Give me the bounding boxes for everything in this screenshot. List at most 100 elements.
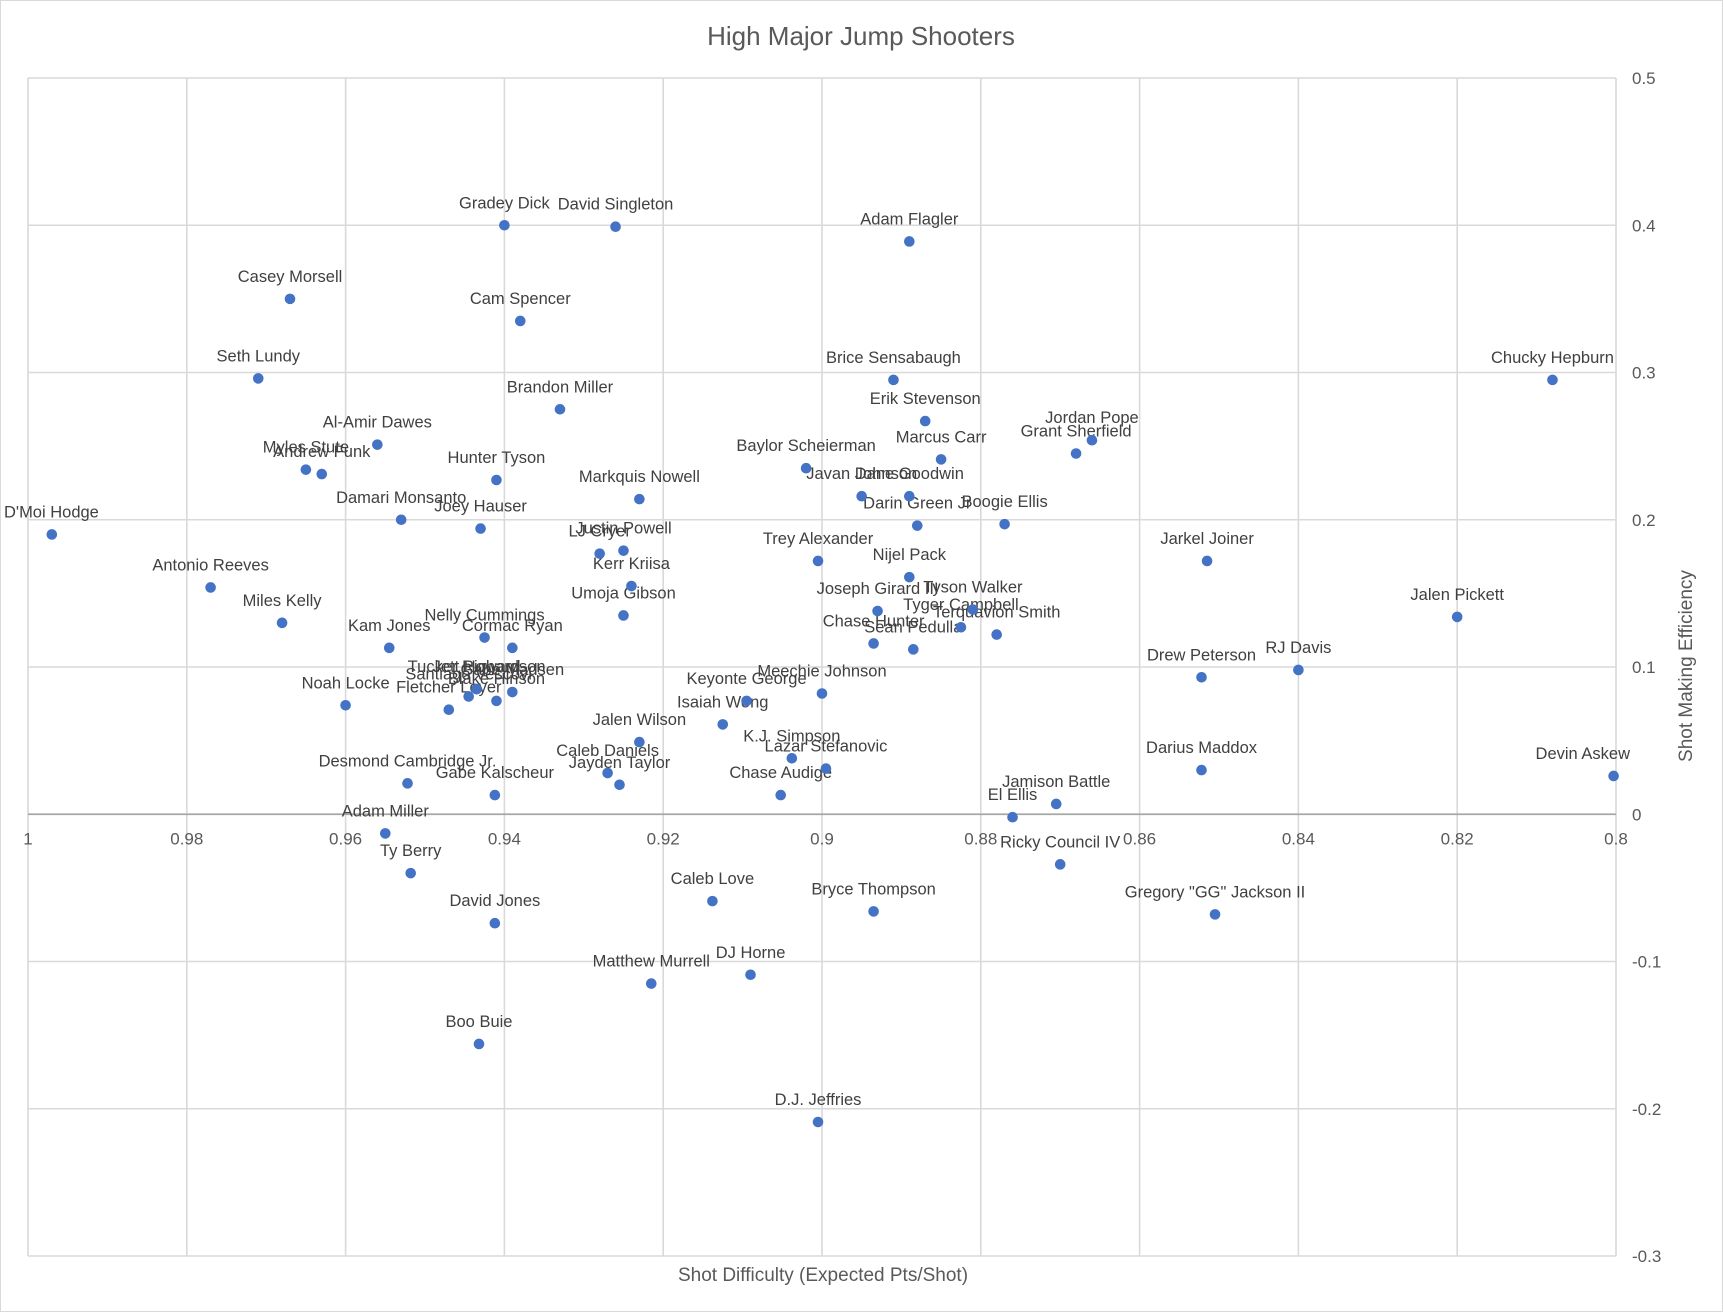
data-label: Jordan Pope <box>1045 409 1139 427</box>
data-point <box>626 580 637 592</box>
data-label: Terquavion Smith <box>933 604 1060 622</box>
data-point <box>340 699 351 711</box>
data-point <box>1608 770 1619 782</box>
data-point <box>955 621 967 633</box>
data-label: David Singleton <box>558 196 674 214</box>
data-point <box>645 978 657 989</box>
x-tick-label: 1 <box>23 829 32 848</box>
data-point <box>707 895 718 907</box>
data-label: Nijel Pack <box>873 546 947 564</box>
data-label: Andrew Funk <box>273 443 371 461</box>
data-point <box>402 778 413 789</box>
data-point <box>443 704 455 716</box>
data-label: Al-Amir Dawes <box>323 414 432 432</box>
y-tick-label: -0.2 <box>1632 1100 1661 1119</box>
data-point <box>491 695 502 707</box>
data-label: Jarkel Joiner <box>1160 530 1254 548</box>
x-tick-label: 0.82 <box>1441 829 1474 848</box>
data-label: Darin Green Jr <box>863 495 972 513</box>
data-point <box>300 464 312 475</box>
data-point <box>46 529 58 540</box>
data-label: Caleb Love <box>671 870 754 888</box>
data-point <box>507 686 518 698</box>
data-label: Sean Pedulla <box>864 618 963 636</box>
data-label: Tyger Campbell <box>903 596 1019 614</box>
data-label: Baylor Scheierman <box>736 437 875 455</box>
data-label: Seth Lundy <box>217 347 301 365</box>
data-label: Chase Hunter <box>823 612 925 630</box>
data-label: Gabe Kalscheur <box>436 764 555 782</box>
data-point <box>991 629 1002 640</box>
data-label: Chucky Hepburn <box>1491 349 1614 367</box>
data-label: Miles Kelly <box>243 592 323 610</box>
data-label: Ricky Council IV <box>1000 833 1120 851</box>
data-point <box>1201 555 1213 567</box>
data-label: Isaiah Wong <box>677 693 768 711</box>
y-tick-label: -0.1 <box>1632 953 1661 972</box>
x-tick-label: 0.98 <box>170 829 203 848</box>
data-point <box>471 683 482 695</box>
data-point <box>489 917 501 929</box>
data-label: El Ellis <box>988 786 1038 804</box>
data-label: Desmond Cambridge Jr. <box>319 752 497 770</box>
data-point <box>316 468 328 480</box>
data-label: Adam Flagler <box>860 210 959 228</box>
data-point <box>856 490 867 502</box>
data-point <box>1451 611 1463 623</box>
data-label: Jayden Taylor <box>569 754 671 772</box>
data-point <box>872 605 883 617</box>
data-label: Caleb Daniels <box>556 742 659 760</box>
data-label: Boo Buie <box>446 1013 513 1031</box>
data-point <box>514 315 526 327</box>
data-label: Tucker Richardson <box>408 658 546 676</box>
data-label: Joseph Girard III <box>817 580 939 598</box>
data-label: K.J. Simpson <box>743 727 840 745</box>
data-point <box>786 752 798 764</box>
data-point <box>1050 798 1062 810</box>
data-point <box>935 454 947 465</box>
data-label: Jett Howard <box>433 658 521 676</box>
data-label: Gregory "GG" Jackson II <box>1125 883 1305 901</box>
data-label: Nelly Cummings <box>424 607 544 625</box>
y-tick-label: 0.2 <box>1632 511 1656 530</box>
x-tick-label: 0.8 <box>1604 829 1628 848</box>
data-label: Cormac Ryan <box>462 617 563 635</box>
data-point <box>252 373 264 384</box>
data-point <box>475 523 486 534</box>
data-label: Meechie Johnson <box>757 663 886 681</box>
y-tick-label: 0.5 <box>1632 69 1656 88</box>
y-axis-title: Shot Making Efficiency <box>1676 570 1697 762</box>
data-label: Jalen Wilson <box>593 711 687 729</box>
data-point <box>1007 811 1018 823</box>
data-point <box>820 763 832 774</box>
data-label: Blake Hinson <box>448 670 545 688</box>
data-point <box>284 293 296 305</box>
y-tick-label: -0.3 <box>1632 1247 1661 1266</box>
y-tick-label: 0.4 <box>1632 216 1656 235</box>
data-label: Gradey Dick <box>459 194 551 212</box>
data-point <box>479 632 490 643</box>
data-point <box>1209 909 1221 920</box>
data-label: Brice Sensabaugh <box>826 349 961 367</box>
data-label: Boogie Ellis <box>962 493 1048 511</box>
point-labels: Gradey Dick David Singleton Adam Flagler Ca… <box>4 194 1630 1109</box>
data-label: Darius Maddox <box>1146 739 1258 757</box>
data-point <box>868 906 879 917</box>
data-label: Dane Goodwin <box>855 465 964 483</box>
data-point <box>1086 434 1098 446</box>
data-point <box>967 604 979 615</box>
data-point <box>594 548 605 559</box>
data-point <box>868 638 879 649</box>
data-label: Kerr Kriisa <box>593 555 671 573</box>
x-tick-label: 0.94 <box>488 829 521 848</box>
data-label: David Jones <box>449 892 540 910</box>
data-point <box>507 642 518 654</box>
data-label: Chase Audige <box>729 764 832 782</box>
data-label: Damari Monsanto <box>336 489 466 507</box>
data-point <box>380 828 391 839</box>
data-point <box>634 736 645 748</box>
data-point <box>602 767 613 779</box>
data-label: Brandon Miller <box>507 378 614 396</box>
data-point <box>775 789 787 801</box>
